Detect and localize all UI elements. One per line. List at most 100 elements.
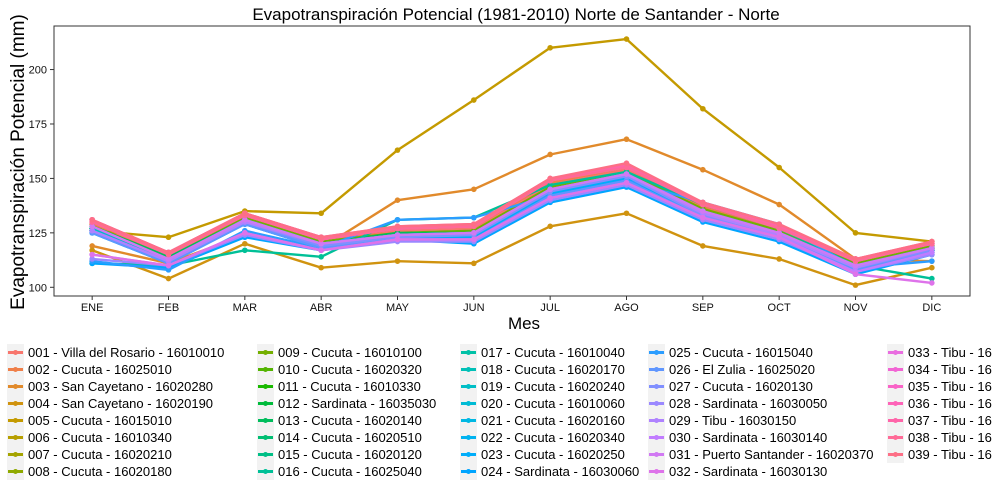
legend-label: 022 - Cucuta - 16020340	[481, 430, 625, 445]
legend-key	[257, 429, 274, 446]
legend-item: 025 - Cucuta - 16015040	[648, 344, 813, 361]
legend-label: 004 - San Cayetano - 16020190	[28, 396, 214, 411]
legend-label: 031 - Puerto Santander - 16020370	[669, 447, 874, 462]
data-point	[547, 223, 553, 230]
x-tick-label: ENE	[81, 302, 104, 314]
series-line	[91, 166, 933, 263]
data-point	[394, 232, 401, 238]
legend-item: 035 - Tibu - 16	[887, 378, 992, 395]
x-tick-label: JUN	[463, 302, 484, 314]
data-point	[547, 44, 553, 51]
legend-label: 023 - Cucuta - 16020250	[481, 447, 625, 462]
data-point	[852, 262, 859, 269]
legend-key	[648, 378, 665, 395]
legend-key	[648, 429, 665, 446]
data-point	[471, 186, 477, 193]
legend-key	[460, 429, 477, 446]
series-32	[89, 179, 935, 286]
legend-key	[460, 344, 477, 361]
legend-key	[648, 395, 665, 412]
data-point	[700, 208, 706, 214]
legend-item: 031 - Puerto Santander - 16020370	[648, 446, 874, 463]
series-line	[91, 172, 933, 267]
legend-label: 012 - Sardinata - 16035030	[278, 396, 437, 411]
legend-key	[887, 378, 904, 395]
legend-label: 037 - Tibu - 16	[908, 413, 992, 428]
legend-label: 013 - Cucuta - 16020140	[278, 413, 422, 428]
data-point	[242, 210, 248, 217]
data-point	[165, 267, 172, 273]
data-point	[242, 216, 248, 223]
data-point	[623, 160, 630, 166]
data-point	[776, 256, 782, 262]
x-tick-label: ABR	[310, 302, 333, 314]
legend-item: 038 - Tibu - 16	[887, 429, 992, 446]
series-31	[89, 171, 935, 269]
legend-item: 037 - Tibu - 16	[887, 412, 992, 429]
legend-key	[887, 395, 904, 412]
legend-item: 007 - Cucuta - 16020210	[7, 446, 172, 463]
legend-key	[887, 412, 904, 429]
data-point	[471, 221, 477, 227]
data-point	[623, 210, 630, 217]
data-point	[89, 256, 95, 262]
x-tick-label: SEP	[692, 302, 714, 314]
legend-label: 019 - Cucuta - 16020240	[481, 379, 625, 394]
legend-label: 006 - Cucuta - 16010340	[28, 430, 172, 445]
legend-key	[648, 412, 665, 429]
legend-label: 011 - Cucuta - 16010330	[278, 379, 421, 394]
legend-label: 015 - Cucuta - 16020120	[278, 447, 422, 462]
data-point	[89, 247, 95, 254]
data-point	[623, 164, 630, 171]
legend-key	[648, 463, 665, 480]
legend-label: 009 - Cucuta - 16010100	[278, 345, 422, 360]
data-point	[165, 275, 172, 282]
data-point	[929, 275, 935, 282]
legend-item: 014 - Cucuta - 16020510	[257, 429, 422, 446]
data-point	[547, 175, 553, 182]
legend-label: 038 - Tibu - 16	[908, 430, 992, 445]
data-point	[89, 216, 95, 223]
legend-key	[7, 463, 24, 480]
legend-label: 018 - Cucuta - 16020170	[481, 362, 625, 377]
data-point	[471, 97, 477, 103]
series-line	[92, 181, 932, 285]
data-point	[776, 225, 782, 232]
x-tick-label: NOV	[844, 302, 869, 314]
data-point	[852, 282, 859, 288]
plot-panel	[53, 25, 971, 297]
legend-key	[257, 378, 274, 395]
x-tick-label: MAY	[386, 302, 410, 314]
data-point	[776, 234, 782, 241]
data-point	[242, 240, 248, 247]
x-tick-label: FEB	[158, 302, 179, 314]
legend-key	[7, 446, 24, 463]
legend-item: 036 - Tibu - 16	[887, 395, 992, 412]
legend-key	[257, 463, 274, 480]
data-point	[623, 136, 630, 143]
legend-item: 015 - Cucuta - 16020120	[257, 446, 422, 463]
legend-key	[7, 395, 24, 412]
data-point	[471, 260, 477, 267]
legend-item: 027 - Cucuta - 16020130	[648, 378, 813, 395]
data-point	[318, 210, 324, 217]
series-4	[89, 210, 935, 288]
data-point	[700, 214, 706, 221]
data-point	[700, 105, 706, 112]
legend-item: 005 - Cucuta - 16015010	[7, 412, 172, 429]
legend-key	[257, 344, 274, 361]
data-point	[929, 258, 935, 264]
legend-label: 008 - Cucuta - 16020180	[28, 464, 172, 479]
legend-item: 018 - Cucuta - 16020170	[460, 361, 625, 378]
data-point	[929, 264, 935, 271]
data-point	[700, 199, 706, 206]
data-point	[89, 227, 95, 234]
legend-item: 009 - Cucuta - 16010100	[257, 344, 422, 361]
data-point	[547, 182, 553, 188]
legend-key	[460, 463, 477, 480]
legend-key	[887, 361, 904, 378]
legend-item: 001 - Villa del Rosario - 16010010	[7, 344, 224, 361]
series-line	[92, 185, 933, 276]
legend-key	[460, 378, 477, 395]
legend-item: 028 - Sardinata - 16030050	[648, 395, 827, 412]
